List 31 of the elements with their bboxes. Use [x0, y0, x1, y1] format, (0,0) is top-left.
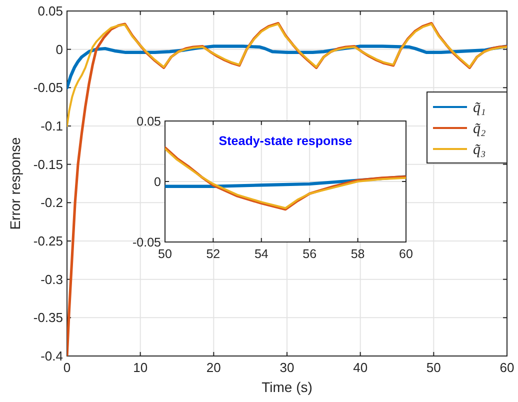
y-tick-label: 0	[56, 42, 63, 57]
y-tick-label: -0.2	[40, 195, 63, 210]
x-tick-label: 60	[399, 247, 413, 261]
y-tick-label: -0.25	[33, 234, 63, 248]
x-tick-label: 20	[206, 360, 221, 375]
x-tick-label: 50	[426, 360, 441, 375]
y-tick-label: -0.15	[33, 156, 63, 172]
x-tick-label: 58	[350, 247, 365, 261]
x-tick-label: 50	[158, 247, 172, 261]
y-tick-label: 0	[154, 175, 162, 189]
x-tick-label: 52	[206, 247, 220, 261]
x-tick-label: 10	[133, 360, 148, 375]
x-axis-title: Time (s)	[262, 379, 312, 395]
x-tick-label: 56	[302, 247, 317, 261]
y-tick-label: 0.05	[136, 114, 162, 128]
y-tick-label: -0.3	[40, 272, 63, 287]
y-tick-label: -0.05	[33, 80, 63, 96]
x-tick-label: 54	[254, 247, 268, 261]
y-tick-label: -0.05	[132, 236, 162, 250]
legend-label: q̃₂	[473, 121, 486, 137]
x-tick-label: 30	[280, 360, 294, 375]
text: Steady-state response	[218, 134, 352, 148]
y-tick-label: -0.35	[33, 310, 63, 326]
y-axis-title: Error response	[7, 136, 23, 230]
y-tick-label: -0.4	[40, 348, 63, 364]
y-tick-label: 0.05	[38, 4, 63, 18]
legend-label: q̃₃	[473, 142, 486, 158]
x-tick-label: 40	[353, 360, 368, 375]
legend-label: q̃₁	[473, 100, 486, 116]
x-tick-label: 60	[500, 360, 514, 375]
y-tick-label: -0.1	[40, 118, 63, 134]
